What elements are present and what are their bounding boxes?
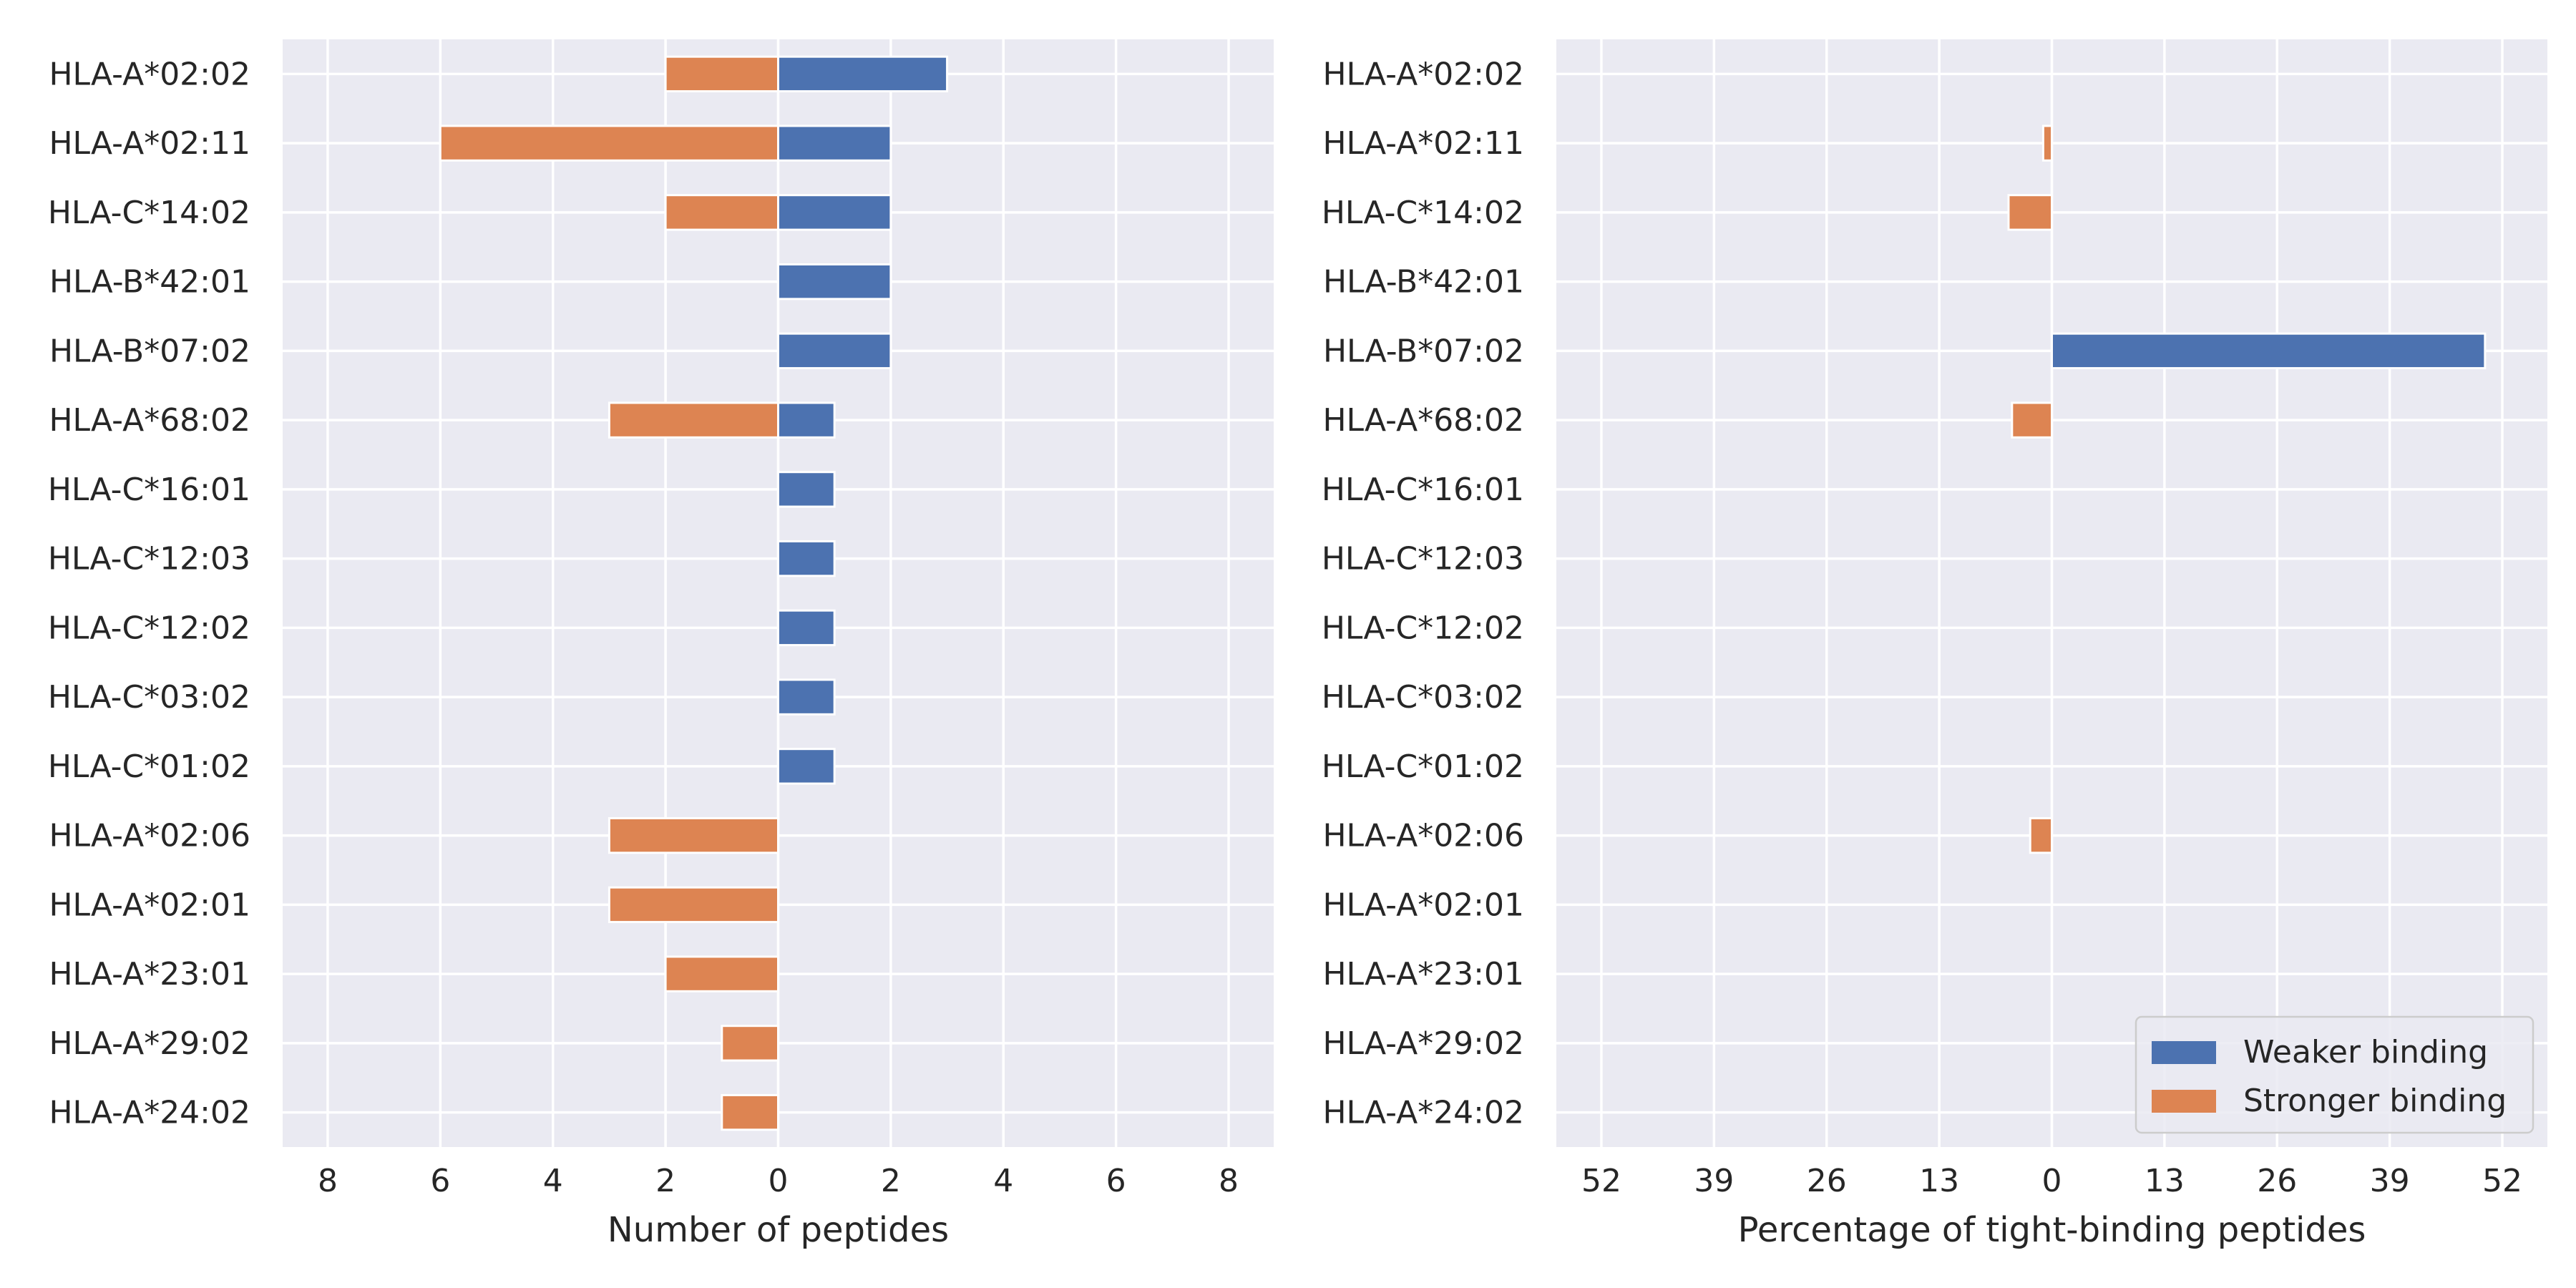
bar-stronger-binding — [2041, 125, 2053, 162]
bar-stronger-binding — [721, 1093, 780, 1131]
x-tick-label: 39 — [1694, 1163, 1734, 1199]
bar-weaker-binding — [777, 332, 892, 370]
bar-stronger-binding — [608, 401, 780, 439]
x-tick-label: 0 — [2042, 1163, 2062, 1199]
bar-weaker-binding — [777, 194, 892, 231]
y-tick-label-category: HLA-B*07:02 — [49, 333, 250, 369]
legend-box — [2135, 1015, 2534, 1134]
bar-stronger-binding — [2007, 194, 2054, 231]
y-tick-label-category: HLA-A*02:01 — [1322, 887, 1524, 923]
x-tick-label: 52 — [1581, 1163, 1621, 1199]
y-tick-label-category: HLA-C*01:02 — [1322, 748, 1524, 785]
bar-weaker-binding — [777, 748, 836, 785]
y-tick-label-category: HLA-A*68:02 — [1322, 402, 1524, 439]
y-tick-label-category: HLA-A*23:01 — [1322, 956, 1524, 992]
y-tick-label-category: HLA-A*24:02 — [1322, 1095, 1524, 1131]
y-tick-label-category: HLA-A*29:02 — [1322, 1025, 1524, 1062]
bar-weaker-binding — [777, 55, 949, 93]
y-tick-label-category: HLA-A*02:11 — [49, 125, 250, 162]
x-axis-label: Number of peptides — [608, 1210, 949, 1250]
y-tick-label-category: HLA-C*16:01 — [48, 472, 250, 508]
bar-weaker-binding — [2051, 332, 2487, 370]
y-tick-label-category: HLA-A*02:11 — [1322, 125, 1524, 162]
y-tick-label-category: HLA-A*29:02 — [49, 1025, 250, 1062]
x-tick-label: 13 — [1919, 1163, 1959, 1199]
x-axis-label: Percentage of tight-binding peptides — [1738, 1210, 2366, 1250]
x-tick-label: 26 — [1807, 1163, 1847, 1199]
x-tick-label: 0 — [769, 1163, 789, 1199]
y-tick-label-category: HLA-C*14:02 — [48, 195, 250, 231]
x-tick-label: 8 — [1219, 1163, 1239, 1199]
bar-weaker-binding — [777, 471, 836, 508]
legend: Weaker binding Stronger binding — [2135, 1015, 2534, 1134]
bar-stronger-binding — [664, 955, 780, 992]
y-tick-label-category: HLA-A*02:01 — [49, 887, 250, 923]
x-tick-label: 4 — [543, 1163, 563, 1199]
y-tick-label-category: HLA-A*24:02 — [49, 1095, 250, 1131]
x-tick-label: 4 — [993, 1163, 1013, 1199]
y-tick-label-category: HLA-C*03:02 — [1322, 679, 1524, 716]
legend-label: Stronger binding — [2243, 1083, 2507, 1119]
y-tick-label-category: HLA-A*68:02 — [49, 402, 250, 439]
y-tick-label-category: HLA-C*12:02 — [1322, 610, 1524, 646]
y-tick-label-category: HLA-A*02:02 — [49, 56, 250, 92]
bar-weaker-binding — [777, 263, 892, 301]
bar-weaker-binding — [777, 125, 892, 162]
x-tick-label: 2 — [881, 1163, 901, 1199]
y-tick-label-category: HLA-C*12:03 — [48, 541, 250, 577]
x-tick-label: 2 — [655, 1163, 675, 1199]
bar-stronger-binding — [721, 1025, 780, 1062]
y-tick-label-category: HLA-A*02:06 — [49, 818, 250, 854]
legend-swatch — [2152, 1090, 2216, 1113]
y-tick-label-category: HLA-C*12:02 — [48, 610, 250, 646]
right-panel-percentage-tight-binding: 52 39 26 13 0 13 26 39 52 HLA-A*02:02 HLA-A*02:11 H… — [1322, 39, 2547, 1250]
y-tick-label-category: HLA-C*14:02 — [1322, 195, 1524, 231]
bar-stronger-binding — [2029, 816, 2054, 854]
bar-stronger-binding — [439, 125, 779, 162]
y-tick-label-category: HLA-B*42:01 — [49, 264, 250, 301]
y-tick-label-category: HLA-A*02:02 — [1322, 56, 1524, 92]
bar-weaker-binding — [777, 609, 836, 647]
y-tick-label-category: HLA-B*07:02 — [1323, 333, 1524, 369]
x-tick-label: 6 — [430, 1163, 450, 1199]
bar-stronger-binding — [608, 816, 780, 854]
x-tick-label: 39 — [2370, 1163, 2410, 1199]
bar-weaker-binding — [777, 401, 836, 439]
y-tick-label-category: HLA-C*12:03 — [1322, 541, 1524, 577]
legend-swatch — [2152, 1041, 2216, 1064]
y-tick-label-category: HLA-C*01:02 — [48, 748, 250, 785]
bar-weaker-binding — [777, 678, 836, 716]
x-tick-label: 52 — [2482, 1163, 2522, 1199]
y-tick-label-category: HLA-A*23:01 — [49, 956, 250, 992]
y-tick-label-category: HLA-C*16:01 — [1322, 472, 1524, 508]
left-panel-number-of-peptides: 8 6 4 2 0 2 4 6 8 HLA-A*02:02 HLA-A*02:11 HLA-C*14:… — [48, 39, 1274, 1250]
x-tick-label: 26 — [2257, 1163, 2297, 1199]
bar-stronger-binding — [664, 194, 780, 231]
bar-stronger-binding — [664, 55, 780, 93]
bar-stronger-binding — [608, 886, 780, 924]
legend-label: Weaker binding — [2243, 1034, 2488, 1070]
x-tick-label: 13 — [2145, 1163, 2185, 1199]
bar-weaker-binding — [777, 540, 836, 577]
x-tick-label: 8 — [318, 1163, 338, 1199]
y-tick-label-category: HLA-C*03:02 — [48, 679, 250, 716]
x-tick-label: 6 — [1106, 1163, 1126, 1199]
y-tick-label-category: HLA-B*42:01 — [1323, 264, 1524, 301]
bar-stronger-binding — [2011, 401, 2053, 439]
y-tick-label-category: HLA-A*02:06 — [1322, 818, 1524, 854]
